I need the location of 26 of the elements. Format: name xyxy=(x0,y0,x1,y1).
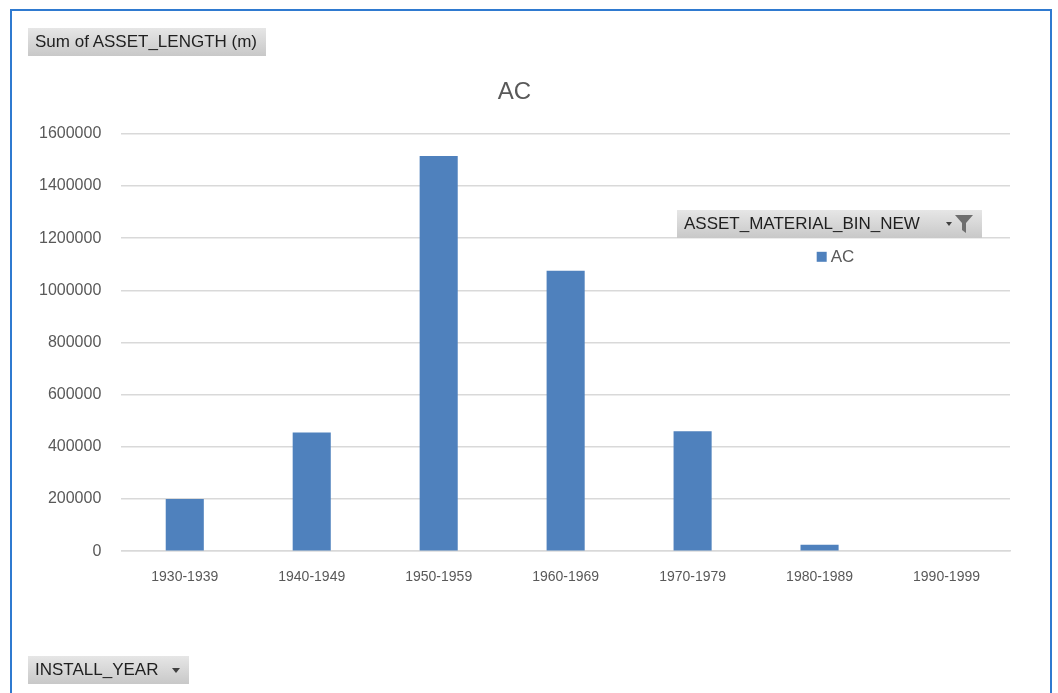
chart-title: AC xyxy=(497,77,532,105)
x-tick-label: 1950-1959 xyxy=(405,568,473,585)
y-tick-label: 200000 xyxy=(47,489,102,507)
y-tick-label: 1000000 xyxy=(38,280,102,298)
y-tick-label: 1200000 xyxy=(38,228,102,246)
y-tick-label: 0 xyxy=(92,541,102,559)
x-tick-label: 1940-1949 xyxy=(278,568,346,585)
x-tick-label: 1980-1989 xyxy=(786,568,854,585)
y-tick-label: 1400000 xyxy=(38,176,102,194)
legend-label: AC xyxy=(830,247,855,267)
y-tick-label: 400000 xyxy=(47,437,102,455)
bar xyxy=(419,155,458,551)
x-tick-label: 1970-1979 xyxy=(659,568,727,585)
y-tick-label: 1600000 xyxy=(38,124,102,142)
legend-title: ASSET_MATERIAL_BIN_NEW xyxy=(684,213,920,234)
y-tick-label: 800000 xyxy=(47,332,102,350)
text: INSTALL_YEAR xyxy=(35,660,159,680)
x-tick-label: 1960-1969 xyxy=(532,568,600,585)
y-axis-title: Sum of ASSET_LENGTH (m) xyxy=(35,32,257,52)
bar xyxy=(673,431,712,551)
x-tick-label: 1990-1999 xyxy=(913,568,981,585)
x-tick-label: 1930-1939 xyxy=(151,568,219,585)
y-tick-label: 600000 xyxy=(47,385,102,403)
bar xyxy=(546,270,585,551)
bar xyxy=(292,432,331,551)
bar xyxy=(165,499,204,551)
